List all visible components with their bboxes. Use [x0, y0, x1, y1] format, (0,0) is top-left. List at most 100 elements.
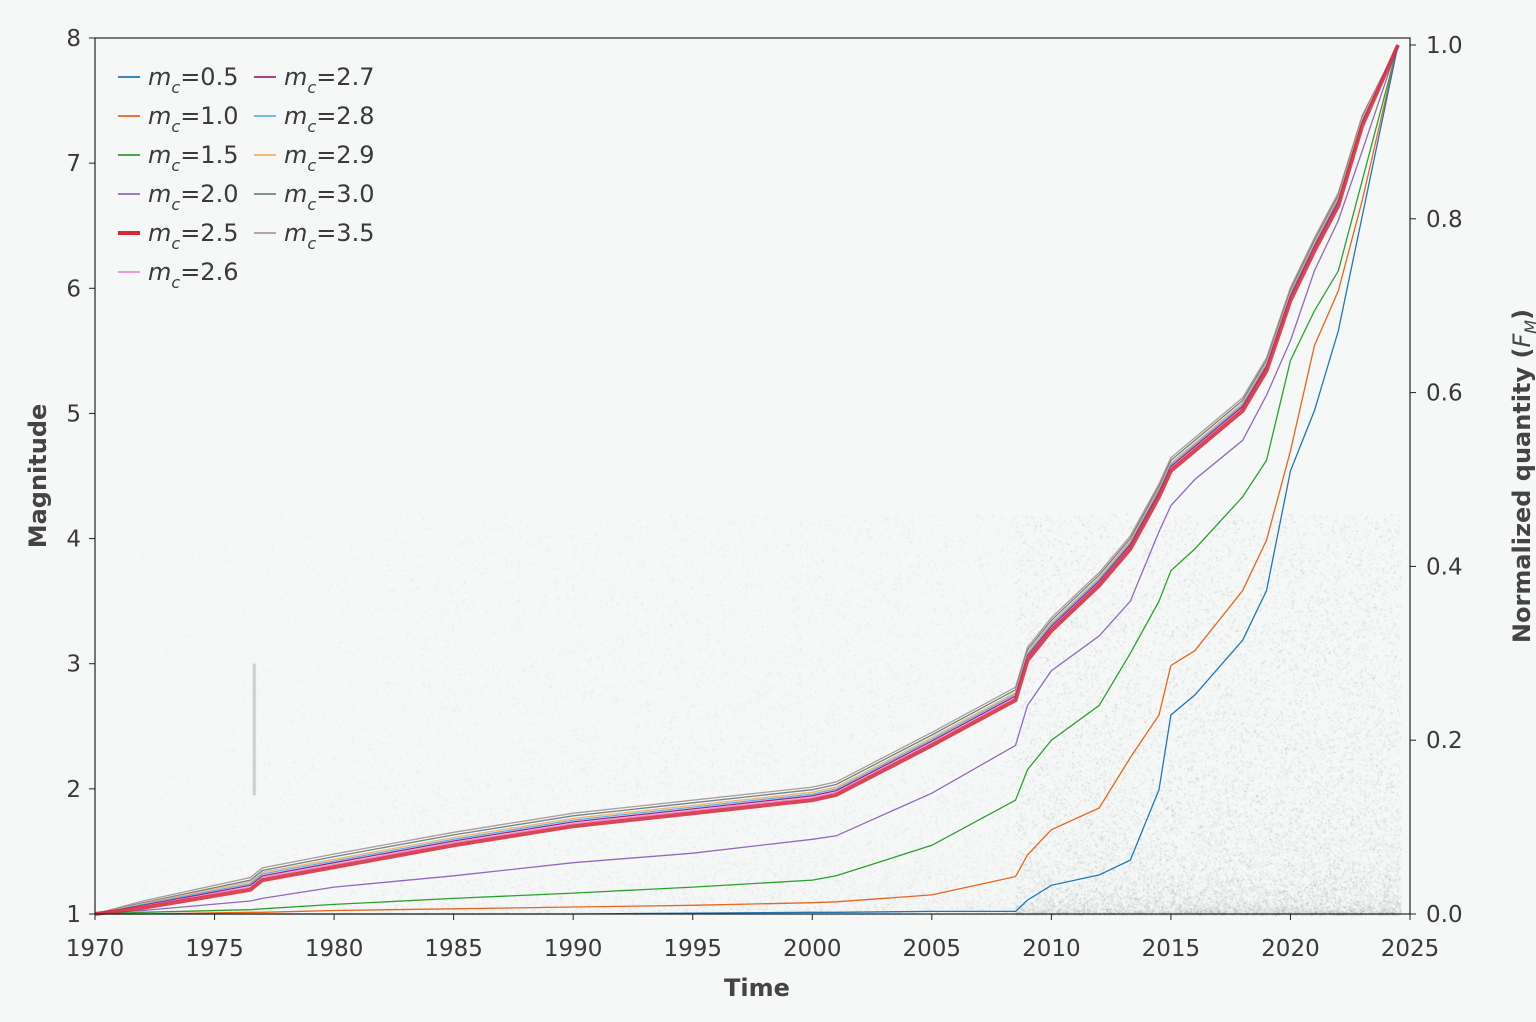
- legend-label: mc=2.5: [148, 219, 238, 253]
- legend-label: mc=2.7: [284, 63, 374, 97]
- y-right-axis-label: Normalized quantity (FM): [1508, 309, 1536, 643]
- legend-label: mc=3.0: [284, 180, 374, 214]
- axis-ticks: 1970 1975 1980 1985 1990 1995 2000 2005 2010 2015…: [66, 26, 1463, 962]
- x-tick-label: 2005: [903, 936, 962, 962]
- legend-item: mc=1.0: [118, 102, 238, 136]
- y-left-tick-label: 5: [66, 401, 81, 427]
- legend-label: mc=2.9: [284, 141, 374, 175]
- y-left-tick-label: 1: [66, 902, 81, 928]
- y-left-tick-label: 4: [66, 527, 81, 553]
- legend-value: =2.7: [316, 63, 374, 91]
- series-line-mc-2-6: [94, 44, 1399, 915]
- series-line-mc-2-7: [94, 44, 1399, 915]
- legend-subscript: c: [307, 78, 316, 97]
- legend-subscript: c: [171, 234, 180, 253]
- legend-item: mc=2.9: [254, 141, 374, 175]
- legend: mc=0.5mc=1.0mc=1.5mc=2.0mc=2.5mc=2.6mc=2…: [118, 63, 374, 292]
- y-right-label-symbol: F: [1508, 333, 1536, 348]
- legend-symbol: m: [284, 102, 307, 130]
- y-right-label-suffix: ): [1508, 309, 1536, 320]
- legend-item: mc=2.5: [118, 219, 238, 253]
- legend-label: mc=2.8: [284, 102, 374, 136]
- y-right-tick-label: 0.0: [1426, 902, 1463, 928]
- legend-label: mc=2.6: [148, 258, 238, 292]
- legend-item: mc=1.5: [118, 141, 238, 175]
- legend-value: =2.6: [180, 258, 238, 286]
- legend-value: =3.5: [316, 219, 374, 247]
- legend-subscript: c: [307, 117, 316, 136]
- plot-frame: [94, 37, 1411, 915]
- legend-symbol: m: [148, 141, 171, 169]
- legend-subscript: c: [171, 117, 180, 136]
- y-right-tick-label: 0.4: [1426, 554, 1463, 580]
- x-tick-label: 1990: [544, 936, 603, 962]
- legend-value: =0.5: [180, 63, 238, 91]
- legend-item: mc=3.0: [254, 180, 374, 214]
- legend-value: =2.0: [180, 180, 238, 208]
- series-line-mc-1-0: [95, 44, 1399, 915]
- legend-item: mc=2.6: [118, 258, 238, 292]
- legend-label: mc=3.5: [284, 219, 374, 253]
- legend-item: mc=0.5: [118, 63, 238, 97]
- legend-label: mc=1.5: [148, 141, 238, 175]
- legend-symbol: m: [148, 219, 171, 247]
- y-right-label-prefix: Normalized quantity (: [1508, 348, 1536, 644]
- legend-subscript: c: [171, 156, 180, 175]
- x-tick-label: 2020: [1261, 936, 1320, 962]
- y-left-axis-label: Magnitude: [24, 404, 52, 549]
- series-line-mc-2-9: [94, 44, 1399, 915]
- x-tick-label: 1975: [185, 936, 244, 962]
- x-tick-label: 2015: [1142, 936, 1201, 962]
- legend-subscript: c: [171, 195, 180, 214]
- y-left-tick-label: 6: [66, 276, 81, 302]
- legend-item: mc=2.0: [118, 180, 238, 214]
- legend-label: mc=2.0: [148, 180, 238, 214]
- series-line-mc-0-5: [95, 44, 1399, 915]
- legend-label: mc=1.0: [148, 102, 238, 136]
- legend-value: =2.9: [316, 141, 374, 169]
- y-left-tick-label: 7: [66, 151, 81, 177]
- y-left-tick-label: 2: [66, 777, 81, 803]
- legend-symbol: m: [284, 180, 307, 208]
- y-right-tick-label: 1.0: [1426, 33, 1463, 59]
- y-right-tick-label: 0.6: [1426, 381, 1463, 407]
- legend-item: mc=2.8: [254, 102, 374, 136]
- legend-symbol: m: [148, 258, 171, 286]
- legend-symbol: m: [284, 63, 307, 91]
- series-lines: [94, 44, 1400, 916]
- x-tick-label: 2010: [1022, 936, 1081, 962]
- legend-subscript: c: [307, 234, 316, 253]
- legend-symbol: m: [148, 102, 171, 130]
- y-left-tick-label: 8: [66, 26, 81, 52]
- legend-symbol: m: [284, 219, 307, 247]
- x-tick-label: 1995: [663, 936, 722, 962]
- legend-label: mc=0.5: [148, 63, 238, 97]
- x-tick-label: 1980: [305, 936, 364, 962]
- series-line-mc-3-5: [94, 44, 1399, 915]
- legend-value: =1.5: [180, 141, 238, 169]
- x-tick-label: 2025: [1381, 936, 1440, 962]
- x-tick-label: 2000: [783, 936, 842, 962]
- legend-symbol: m: [148, 180, 171, 208]
- series-line-mc-1-5: [94, 44, 1399, 915]
- legend-value: =2.8: [316, 102, 374, 130]
- legend-subscript: c: [171, 78, 180, 97]
- legend-item: mc=2.7: [254, 63, 374, 97]
- legend-item: mc=3.5: [254, 219, 374, 253]
- legend-value: =3.0: [316, 180, 374, 208]
- legend-value: =2.5: [180, 219, 238, 247]
- legend-value: =1.0: [180, 102, 238, 130]
- legend-subscript: c: [307, 156, 316, 175]
- legend-subscript: c: [171, 273, 180, 292]
- x-axis-label: Time: [724, 974, 790, 1002]
- x-tick-label: 1970: [66, 936, 125, 962]
- y-right-label-subscript: M: [1521, 320, 1536, 334]
- y-right-tick-label: 0.8: [1426, 207, 1463, 233]
- series-line-mc-2-0: [94, 44, 1399, 915]
- legend-symbol: m: [148, 63, 171, 91]
- legend-symbol: m: [284, 141, 307, 169]
- y-right-tick-label: 0.2: [1426, 728, 1463, 754]
